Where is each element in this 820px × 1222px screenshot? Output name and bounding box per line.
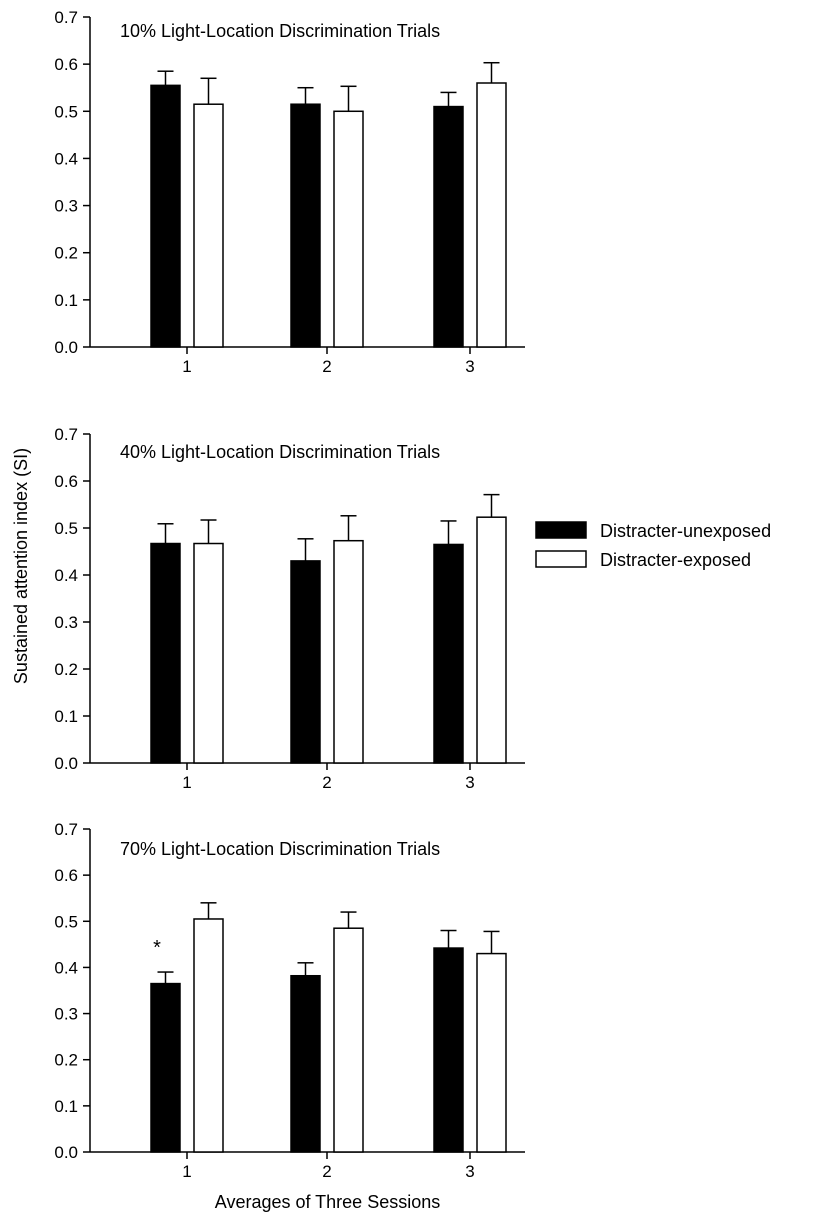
x-axis-title: Averages of Three Sessions — [215, 1192, 440, 1212]
bar-unexposed — [150, 542, 181, 764]
bar-exposed — [333, 110, 364, 348]
bar-exposed — [193, 918, 224, 1153]
x-tick-label: 1 — [182, 1162, 191, 1181]
y-tick-label: 0.4 — [54, 566, 78, 585]
legend: Distracter-unexposed Distracter-exposed — [535, 521, 771, 570]
panel-title: 10% Light-Location Discrimination Trials — [120, 21, 440, 41]
bar-exposed — [333, 539, 364, 764]
y-tick-label: 0.5 — [54, 912, 78, 931]
chart-panels: 0.0 0.1 0.2 0.3 0.4 0.5 0.6 0.7 1 2 3 10% Light-Loc… — [54, 8, 525, 1212]
chart-panel-1: 0.0 0.1 0.2 0.3 0.4 0.5 0.6 0.7 1 2 3 10% Light-Loc… — [54, 8, 525, 376]
bar-unexposed — [290, 103, 321, 348]
y-tick-label: 0.6 — [54, 866, 78, 885]
y-tick-label: 0.7 — [54, 425, 78, 444]
y-tick-label: 0.3 — [54, 1005, 78, 1024]
bar-unexposed — [433, 947, 464, 1153]
bar-unexposed — [433, 105, 464, 348]
x-tick-label: 3 — [465, 773, 474, 792]
y-tick-label: 0.4 — [54, 958, 78, 977]
y-tick-label: 0.0 — [54, 338, 78, 357]
x-tick-label: 1 — [182, 357, 191, 376]
bar-unexposed — [150, 84, 181, 348]
bar-unexposed — [290, 974, 321, 1153]
y-tick-label: 0.2 — [54, 660, 78, 679]
chart-panel-3: 0.0 0.1 0.2 0.3 0.4 0.5 0.6 0.7 1 2 3 * 70% Light-Lo… — [54, 820, 525, 1212]
x-tick-label: 2 — [322, 1162, 331, 1181]
bar-unexposed — [290, 560, 321, 764]
x-tick-label: 2 — [322, 357, 331, 376]
bar-exposed — [476, 952, 507, 1153]
bar-exposed — [476, 516, 507, 764]
y-tick-label: 0.0 — [54, 1143, 78, 1162]
legend-swatch-exposed — [535, 550, 587, 568]
panel-title: 40% Light-Location Discrimination Trials — [120, 442, 440, 462]
y-tick-label: 0.2 — [54, 1051, 78, 1070]
y-tick-label: 0.0 — [54, 754, 78, 773]
panel-title: 70% Light-Location Discrimination Trials — [120, 839, 440, 859]
legend-label-unexposed: Distracter-unexposed — [600, 521, 771, 541]
y-tick-label: 0.5 — [54, 102, 78, 121]
y-tick-label: 0.4 — [54, 149, 78, 168]
y-tick-label: 0.1 — [54, 1097, 78, 1116]
x-tick-label: 3 — [465, 357, 474, 376]
bar-unexposed — [150, 982, 181, 1153]
x-tick-label: 1 — [182, 773, 191, 792]
y-tick-label: 0.7 — [54, 8, 78, 27]
x-tick-label: 3 — [465, 1162, 474, 1181]
y-tick-label: 0.3 — [54, 613, 78, 632]
y-tick-label: 0.7 — [54, 820, 78, 839]
x-tick-label: 2 — [322, 773, 331, 792]
bar-exposed — [476, 82, 507, 348]
y-axis-title: Sustained attention index (SI) — [11, 448, 31, 684]
bar-exposed — [333, 927, 364, 1153]
y-tick-label: 0.6 — [54, 472, 78, 491]
chart-panel-2: 0.0 0.1 0.2 0.3 0.4 0.5 0.6 0.7 1 2 3 40% Light-Loc… — [54, 425, 525, 792]
bar-exposed — [193, 542, 224, 764]
legend-swatch-unexposed — [535, 521, 587, 539]
y-tick-label: 0.1 — [54, 707, 78, 726]
y-tick-label: 0.1 — [54, 291, 78, 310]
bar-unexposed — [433, 543, 464, 764]
y-tick-label: 0.5 — [54, 519, 78, 538]
y-tick-label: 0.3 — [54, 197, 78, 216]
significance-marker: * — [153, 937, 161, 959]
y-tick-label: 0.2 — [54, 244, 78, 263]
bar-exposed — [193, 103, 224, 348]
legend-label-exposed: Distracter-exposed — [600, 550, 751, 570]
y-tick-label: 0.6 — [54, 55, 78, 74]
